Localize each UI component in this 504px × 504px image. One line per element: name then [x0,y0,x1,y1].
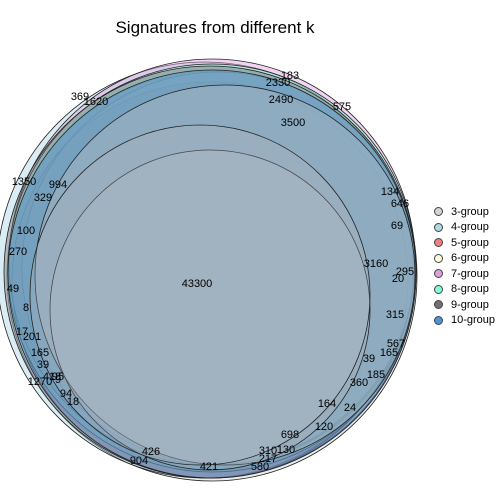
legend: 3-group 4-group 5-group 6-group 7-group 8-gro… [434,204,495,328]
legend-item-8-group: 8-group [434,282,495,298]
region-count-label: 17 [16,326,28,338]
region-count-label: 183 [281,70,299,82]
legend-label: 7-group [451,267,489,280]
legend-label: 4-group [451,221,489,234]
legend-label: 9-group [451,298,489,311]
region-count-label: 24 [344,402,356,414]
region-count-label: 94 [60,388,72,400]
region-count-label: 575 [333,101,351,113]
region-count-label: 994 [49,179,67,191]
region-count-label: 418 [43,371,61,383]
region-count-label: 315 [386,309,404,321]
region-count-label: 295 [396,266,414,278]
legend-item-10-group: 10-group [434,313,495,329]
region-count-label: 165 [31,347,49,359]
region-count-label: 270 [9,246,27,258]
region-count-label: 2330 [266,77,290,89]
region-count-label: 185 [367,369,385,381]
inner-region-outline [34,84,416,466]
legend-label: 3-group [451,205,489,218]
legend-item-3-group: 3-group [434,204,495,220]
region-count-label: 1270 [28,376,52,388]
region-count-label: 2490 [269,94,293,106]
region-count-label: 69 [391,220,403,232]
region-count-label: 426 [142,446,160,458]
region-count-label: 580 [251,461,269,473]
region-count-label: 18 [67,396,79,408]
region-count-label: 39 [363,353,375,365]
region-count-label: 3160 [364,258,388,270]
region-count-label: 217 [259,453,277,465]
legend-swatch [434,253,443,263]
legend-label: 5-group [451,236,489,249]
region-count-label: 904 [130,455,148,467]
region-count-label: 698 [281,429,299,441]
legend-item-7-group: 7-group [434,266,495,282]
region-count-label: 49 [7,283,19,295]
legend-item-6-group: 6-group [434,251,495,267]
diagram-title: Signatures from different k [115,18,315,37]
region-count-label: 165 [380,347,398,359]
legend-label: 8-group [451,283,489,296]
legend-item-5-group: 5-group [434,235,495,251]
region-count-label: 3500 [281,117,305,129]
legend-swatch [434,300,443,310]
region-count-label: 201 [23,331,41,343]
region-count-label: 1350 [12,176,36,188]
region-count-label: 310 [259,445,277,457]
legend-swatch [434,207,443,217]
legend-item-4-group: 4-group [434,220,495,236]
legend-swatch [434,284,443,294]
region-count-label: 8 [23,302,29,314]
region-count-label: 1620 [84,96,108,108]
region-count-label: 9 [55,374,61,386]
region-count-label: 39 [37,359,49,371]
region-count-label: 646 [391,198,409,210]
region-count-label: 360 [350,377,368,389]
legend-label: 10-group [451,314,496,327]
inner-region-outline [49,149,371,471]
region-count-label: 134 [381,186,399,198]
legend-swatch [434,315,443,325]
region-count-label: 20 [392,273,404,285]
group-circles [0,58,418,482]
region-count-label: 164 [318,398,336,410]
region-count-label: 567 [387,338,405,350]
legend-item-9-group: 9-group [434,297,495,313]
region-count-label: 100 [17,225,35,237]
legend-swatch [434,222,443,232]
region-count-label: 43300 [182,278,213,290]
circle-7-group [8,58,416,466]
region-count-label: 369 [71,91,89,103]
region-count-label: 329 [34,192,52,204]
legend-swatch [434,269,443,279]
region-count-label: 130 [277,444,295,456]
circle-3-group [6,70,418,482]
region-count-label: 95 [52,371,64,383]
inner-region-outline [29,124,371,466]
legend-label: 6-group [451,252,489,265]
legend-swatch [434,238,443,248]
circle-10-group [7,69,417,479]
region-count-label: 120 [315,421,333,433]
region-count-label: 421 [200,461,218,473]
